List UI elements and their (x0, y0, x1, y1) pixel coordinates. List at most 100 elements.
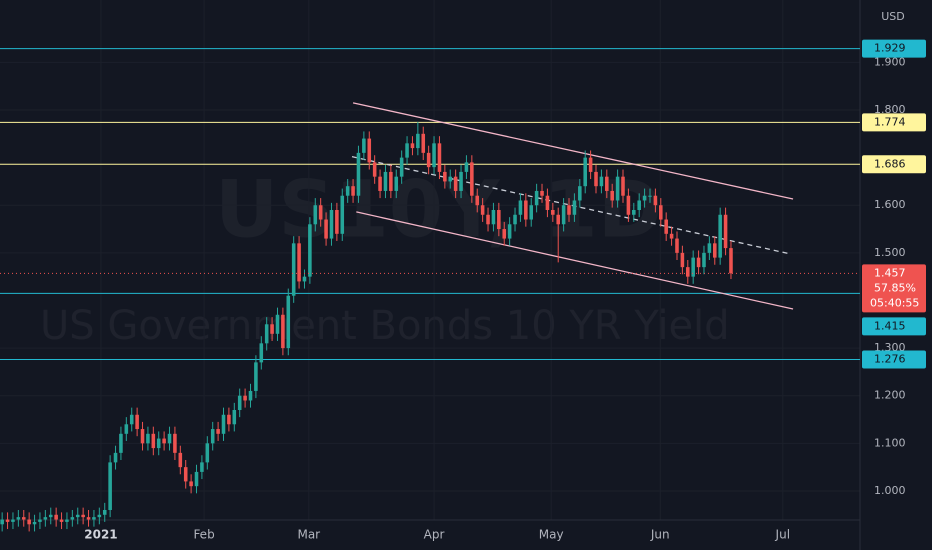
candle-body (297, 243, 301, 282)
level-label: 1.774 (874, 115, 906, 128)
candle-body (594, 171, 598, 187)
candle-body (351, 186, 355, 196)
candle-body (81, 514, 85, 518)
candle-body (59, 519, 64, 522)
y-tick-label: 1.600 (874, 198, 906, 211)
candle-body (313, 205, 318, 225)
candle-body (443, 171, 447, 182)
candle-body (389, 171, 393, 191)
currency[interactable]: USD (881, 10, 905, 23)
candle-body (696, 257, 701, 268)
candle-body (140, 429, 145, 444)
candle-body (453, 176, 458, 191)
level-label-box (862, 39, 926, 58)
candle-body (486, 214, 490, 225)
candle-body (97, 514, 102, 518)
candle-body (221, 414, 226, 434)
candle-body (513, 214, 517, 225)
candle-body (686, 267, 690, 277)
candle-body (540, 190, 544, 196)
last-price-box (862, 264, 926, 313)
x-tick-label: Feb (193, 528, 214, 542)
candle-body (691, 257, 695, 277)
candle-body (48, 514, 53, 518)
candle-body (372, 162, 377, 177)
candle-body (205, 443, 210, 463)
candle-body (200, 462, 204, 472)
candle-body (588, 157, 593, 172)
candle-body (712, 243, 717, 258)
y-tick-label: 1.100 (874, 436, 906, 449)
y-tick-label: 1.800 (874, 103, 906, 116)
level-label-box (862, 317, 926, 336)
last-price-label: 1.457 (874, 266, 906, 279)
candle-body (626, 195, 631, 215)
candle-body (124, 424, 129, 434)
candle-body (491, 210, 496, 225)
candle-body (254, 362, 258, 391)
y-tick-label: 1.500 (874, 246, 906, 259)
candle-body (362, 138, 366, 153)
candle-body (578, 186, 582, 201)
candle-body (459, 171, 463, 191)
candle-body (156, 438, 161, 449)
trend-line (352, 102, 794, 200)
candle-body (0, 519, 4, 525)
candle-body (248, 390, 253, 401)
candle-body (707, 243, 712, 253)
candle-body (70, 517, 75, 520)
candle-body (659, 205, 663, 220)
candle-body (237, 395, 242, 410)
candle-body (475, 195, 480, 206)
candle-body (189, 481, 193, 487)
candle-body (426, 152, 431, 168)
candle-body (329, 210, 334, 239)
level-label: 1.415 (874, 319, 906, 332)
candle-body (335, 210, 339, 234)
candle-body (135, 414, 139, 430)
candle-body (669, 233, 674, 239)
candle-body (637, 200, 641, 210)
candle-body (664, 219, 668, 234)
candle-body (416, 133, 420, 149)
candle-body (437, 143, 442, 172)
watermark-title: US10Y, 1D (215, 165, 662, 255)
candle-body (21, 517, 26, 520)
level-label-box (862, 155, 926, 174)
candle-body (264, 324, 269, 344)
candle-body (167, 433, 172, 444)
candle-body (275, 314, 280, 334)
y-tick-label: 1.900 (874, 55, 906, 68)
candle-body (75, 514, 80, 518)
candle-body (102, 510, 107, 515)
candle-body (216, 429, 220, 434)
candle-body (302, 276, 307, 282)
candle-body (340, 195, 345, 234)
candle-body (178, 452, 183, 468)
candle-body (572, 200, 577, 215)
candle-body (43, 517, 48, 520)
candle-body (383, 171, 388, 191)
candle-body (464, 162, 469, 172)
candle-body (162, 438, 166, 444)
candle-body (38, 519, 42, 522)
candle-body (545, 195, 550, 210)
trend-line (351, 156, 790, 255)
candle-body (648, 195, 652, 197)
candle-body (718, 214, 722, 258)
candle-body (599, 176, 604, 187)
candle-body (567, 205, 571, 215)
candle-body (183, 467, 188, 482)
candle-body (729, 248, 733, 274)
x-tick-label: Jul (775, 528, 790, 542)
candle-body (210, 429, 215, 444)
candle-body (583, 157, 587, 187)
x-tick-label: May (539, 528, 564, 542)
candle-body (632, 210, 636, 215)
x-tick-label: 2021 (84, 528, 117, 542)
candle-body (448, 176, 453, 182)
candle-body (421, 133, 426, 153)
